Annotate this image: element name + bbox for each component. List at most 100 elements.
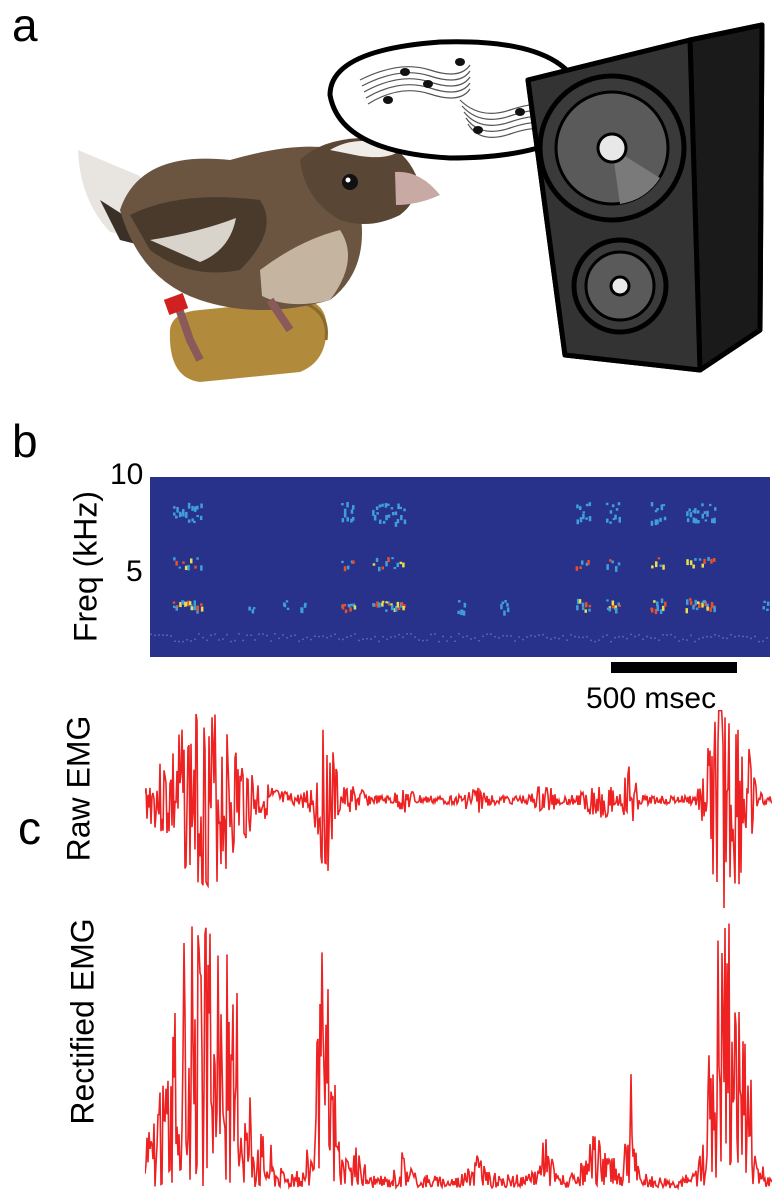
spectrogram-syllable-mark: [504, 600, 507, 603]
spectrogram-noise-mark: [226, 633, 228, 636]
spectrogram-noise-mark: [366, 638, 368, 640]
spectrogram-syllables: [150, 502, 770, 643]
spectrogram-syllable-mark: [710, 602, 714, 608]
spectrogram-noise-mark: [502, 635, 504, 637]
spectrogram-noise-mark: [518, 636, 520, 638]
panel-label-c: c: [18, 802, 41, 854]
spectrogram-syllable-mark: [376, 601, 379, 607]
spectrogram-syllable-mark: [190, 606, 194, 611]
spectrogram-syllable-mark: [178, 566, 181, 569]
spectrogram-noise-mark: [198, 633, 200, 635]
spectrogram-noise-mark: [246, 634, 248, 636]
spectrogram-syllable-mark: [251, 609, 255, 614]
spectrogram-syllable-mark: [352, 603, 356, 607]
spectrogram-syllable-mark: [175, 606, 178, 611]
spectrogram-syllable-mark: [185, 516, 188, 519]
spectrogram-noise-mark: [678, 640, 680, 642]
spectrogram-noise-mark: [666, 634, 668, 636]
spectrogram-syllable-mark: [704, 519, 708, 522]
spectrogram-syllable-mark: [193, 520, 196, 524]
spectrogram-noise-mark: [710, 636, 712, 638]
spectrogram-noise-mark: [234, 639, 236, 642]
spectrogram-noise-mark: [370, 638, 372, 640]
spectrogram-noise-mark: [498, 637, 500, 639]
spectrogram-syllable-mark: [391, 512, 395, 516]
spectrogram-syllable-mark: [663, 516, 667, 521]
spectrogram-syllable-mark: [400, 515, 403, 521]
spectrogram-syllable-mark: [582, 513, 585, 520]
spectrogram-noise-mark: [650, 637, 652, 639]
spectrogram-syllable-mark: [659, 609, 663, 614]
spectrogram-syllable-mark: [193, 605, 197, 611]
spectrogram-syllable-mark: [381, 600, 385, 603]
spectrogram-noise-mark: [514, 640, 516, 642]
spectrogram-noise-mark: [362, 638, 364, 640]
freq-tick-5: 5: [126, 555, 143, 588]
spectrogram-syllable-mark: [503, 610, 506, 616]
spectrogram-noise-mark: [634, 635, 636, 638]
spectrogram-noise-mark: [686, 639, 688, 641]
spectrogram-noise-mark: [426, 639, 428, 641]
spectrogram-noise-mark: [738, 635, 740, 637]
spectrogram-syllable-mark: [184, 565, 188, 570]
spectrogram-syllable-mark: [654, 510, 658, 513]
spectrogram-syllable-mark: [382, 520, 386, 524]
emg-traces: [145, 710, 772, 1191]
spectrogram-noise-mark: [250, 634, 252, 636]
spectrogram-noise-mark: [478, 640, 480, 642]
spectrogram-syllable-mark: [350, 603, 353, 607]
spectrogram-noise-mark: [506, 635, 508, 637]
spectrogram-syllable-mark: [617, 562, 621, 566]
spectrogram-syllable-mark: [196, 505, 199, 510]
spectrogram-syllable-mark: [399, 561, 402, 565]
spectrogram-syllable-mark: [686, 599, 689, 605]
spectrogram-syllable-mark: [378, 602, 381, 608]
spectrogram-syllable-mark: [196, 557, 199, 560]
spectrogram-syllable-mark: [662, 504, 666, 507]
spectrogram-syllable-mark: [575, 566, 579, 571]
spectrogram-noise-mark: [570, 634, 572, 636]
spectrogram-noise-mark: [706, 635, 708, 638]
spectrogram-syllable-mark: [585, 503, 589, 507]
spectrogram-syllable-mark: [457, 610, 460, 615]
spectrogram-syllable-mark: [707, 557, 710, 561]
spectrogram-noise-mark: [766, 637, 768, 639]
spectrogram-syllable-mark: [694, 599, 697, 606]
spectrogram-syllable-mark: [611, 504, 615, 508]
spectrogram-syllable-mark: [506, 607, 510, 613]
spectrogram-noise-mark: [162, 634, 164, 636]
spectrogram-noise-mark: [578, 636, 580, 638]
spectrogram-noise-mark: [286, 637, 288, 639]
spectrogram-syllable-mark: [343, 513, 347, 518]
spectrogram-syllable-mark: [178, 511, 182, 518]
spectrogram-noise-mark: [626, 637, 628, 640]
spectrogram-syllable-mark: [191, 505, 194, 511]
spectrogram-syllable-mark: [179, 602, 182, 607]
spectrogram-syllable-mark: [341, 604, 345, 610]
spectrogram-noise-mark: [278, 637, 280, 640]
spectrogram-syllable-mark: [461, 609, 464, 613]
spectrogram-syllable-mark: [185, 511, 188, 517]
spectrogram-syllable-mark: [584, 609, 587, 613]
spectrogram-syllable-mark: [194, 565, 197, 569]
spectrogram-syllable-mark: [381, 566, 384, 570]
spectrogram-syllable-mark: [697, 601, 700, 604]
spectrogram-noise-mark: [446, 640, 448, 642]
spectrogram-syllable-mark: [694, 558, 697, 561]
spectrogram-noise-mark: [682, 638, 684, 641]
spectrogram-syllable-mark: [500, 604, 503, 610]
spectrogram-syllable-mark: [190, 558, 193, 564]
spectrogram-syllable-mark: [343, 508, 347, 515]
spectrogram-syllable-mark: [397, 503, 400, 510]
spectrogram-noise-mark: [510, 635, 512, 637]
spectrogram-syllable-mark: [614, 605, 617, 611]
spectrogram-noise-mark: [554, 637, 556, 639]
spectrogram-noise-mark: [398, 633, 400, 636]
spectrogram-syllable-mark: [692, 605, 695, 610]
spectrogram-syllable-mark: [285, 600, 289, 603]
spectrogram-syllable-mark: [396, 601, 400, 608]
spectrogram-syllable-mark: [343, 603, 347, 607]
spectrogram-syllable-mark: [701, 563, 704, 568]
spectrogram-syllable-mark: [689, 560, 693, 566]
spectrogram-syllable-mark: [352, 505, 355, 510]
